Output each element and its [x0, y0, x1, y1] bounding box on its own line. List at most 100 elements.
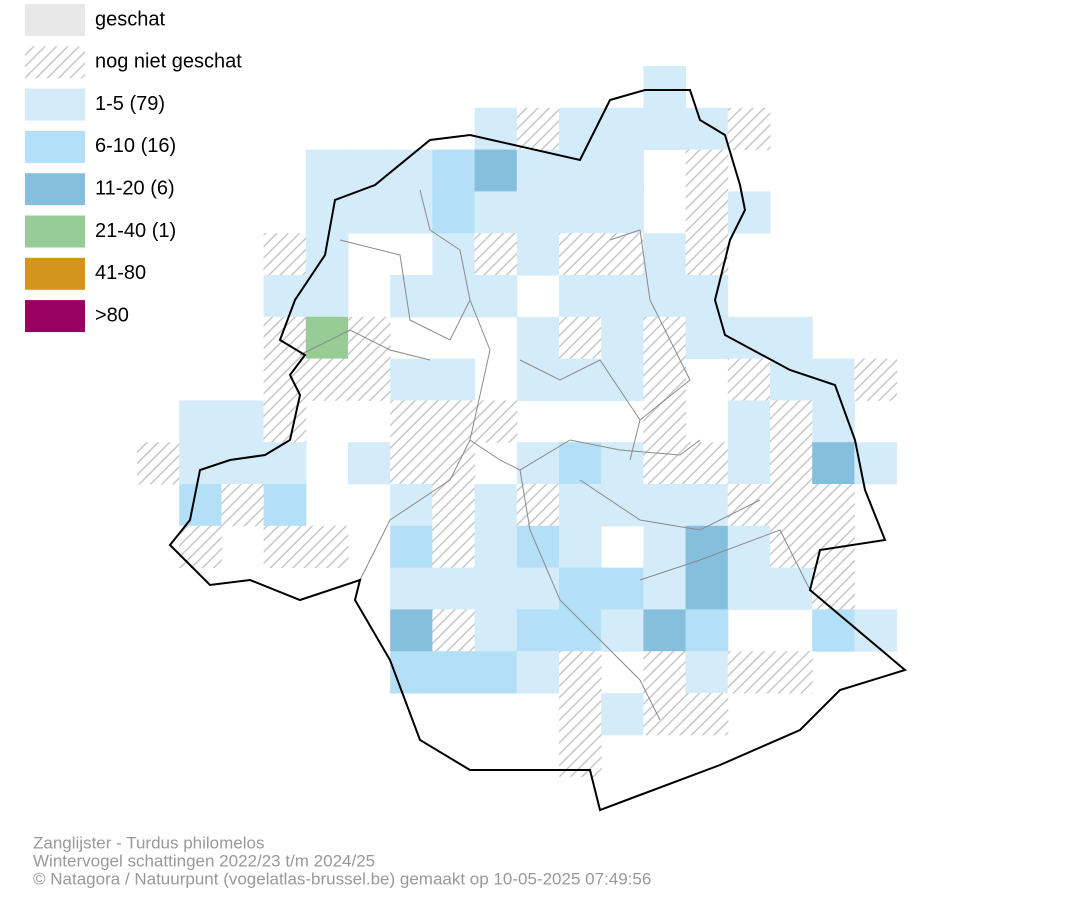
grid-cell — [559, 316, 602, 360]
grid-cell — [559, 567, 602, 610]
grid-cell — [601, 609, 644, 652]
grid-cell — [601, 693, 644, 736]
grid-cell — [305, 275, 349, 318]
grid-cell — [390, 400, 433, 443]
grid-cell — [812, 484, 855, 527]
legend-swatch — [25, 215, 85, 248]
grid-cell — [770, 358, 813, 401]
grid-cell — [559, 275, 602, 318]
grid-cell — [390, 651, 433, 694]
grid-cell — [559, 609, 602, 652]
grid-cell — [390, 442, 433, 485]
legend-label: nog niet geschat — [95, 51, 242, 73]
grid-cell — [516, 233, 560, 276]
grid-cell — [390, 358, 433, 401]
grid-cell — [643, 525, 687, 569]
grid-cell — [305, 316, 349, 360]
grid-cell — [643, 609, 687, 652]
grid-cell — [727, 316, 771, 360]
legend-label: 11-20 (6) — [95, 177, 175, 199]
grid-cell — [643, 275, 687, 318]
grid-cell — [474, 107, 518, 151]
grid-cell — [685, 567, 729, 610]
grid-cell — [474, 400, 518, 443]
legend-swatch — [25, 173, 85, 206]
grid-cell — [516, 191, 560, 234]
grid-cell — [390, 525, 433, 569]
grid-cell — [390, 275, 433, 318]
grid-cell — [812, 442, 855, 485]
grid-cell — [263, 525, 307, 569]
legend-label: 1-5 (79) — [95, 93, 165, 115]
grid-cell — [770, 442, 813, 485]
grid-cell — [854, 358, 898, 401]
grid-cell — [474, 484, 518, 527]
grid-cell — [474, 233, 518, 276]
grid-cell — [348, 358, 391, 401]
grid-cell — [432, 442, 476, 485]
grid-cell — [643, 484, 687, 527]
grid-cell — [516, 149, 560, 192]
grid-cell — [601, 107, 644, 151]
grid-cell — [516, 358, 560, 401]
grid-cell — [516, 567, 560, 610]
grid-cell — [854, 442, 898, 485]
grid-cell — [474, 567, 518, 610]
grid-cell — [432, 609, 476, 652]
grid-cell — [812, 567, 855, 610]
grid-cell — [643, 233, 687, 276]
grid-cell — [390, 609, 433, 652]
grid-cell — [432, 149, 476, 192]
footer: Zanglijster - Turdus philomelosWintervog… — [33, 833, 651, 888]
grid-cell — [601, 275, 644, 318]
grid-cell — [643, 651, 687, 694]
grid-cell — [179, 400, 222, 443]
grid-cell — [601, 484, 644, 527]
grid-cell — [770, 651, 813, 694]
grid-cell — [727, 400, 771, 443]
region-outline — [168, 89, 908, 812]
grid-cell — [643, 316, 687, 360]
grid-cell — [432, 233, 476, 276]
legend-label: 41-80 — [95, 262, 146, 284]
grid-cell — [474, 525, 518, 569]
legend: geschat nog niet geschat 1-5 (79) 6-10 (16)… — [25, 4, 242, 333]
footer-line: © Natagora / Natuurpunt (vogelatlas-brus… — [33, 869, 651, 888]
grid-cell — [305, 149, 349, 192]
grid-cell — [390, 567, 433, 610]
grid-cell — [474, 651, 518, 694]
grid-cells — [137, 66, 898, 778]
grid-cell — [348, 442, 391, 485]
grid-cell — [643, 107, 687, 151]
grid-cell — [601, 191, 644, 234]
grid-cell — [559, 484, 602, 527]
grid-cell — [263, 484, 307, 527]
grid-cell — [685, 484, 729, 527]
grid-cell — [559, 233, 602, 276]
grid-cell — [643, 567, 687, 610]
grid-cell — [263, 400, 307, 443]
grid-cell — [221, 484, 265, 527]
grid-cell — [643, 358, 687, 401]
grid-cell — [516, 107, 560, 151]
grid-cell — [348, 191, 391, 234]
grid-cell — [305, 358, 349, 401]
grid-cell — [770, 316, 813, 360]
grid-cell — [516, 651, 560, 694]
grid-cell — [137, 442, 180, 485]
grid-cell — [601, 567, 644, 610]
legend-label: >80 — [95, 304, 129, 326]
footer-line: Wintervogel schattingen 2022/23 t/m 2024… — [33, 851, 375, 870]
legend-label: 6-10 (16) — [95, 135, 176, 157]
legend-swatch — [25, 300, 85, 333]
grid-cell — [432, 191, 476, 234]
grid-cell — [263, 233, 307, 276]
grid-cell — [516, 525, 560, 569]
grid-cell — [770, 484, 813, 527]
legend-swatch — [25, 4, 85, 36]
legend-swatch — [25, 257, 85, 290]
grid-cell — [432, 400, 476, 443]
grid-cell — [559, 651, 602, 694]
grid-cell — [474, 275, 518, 318]
legend-label: 21-40 (1) — [95, 220, 176, 242]
